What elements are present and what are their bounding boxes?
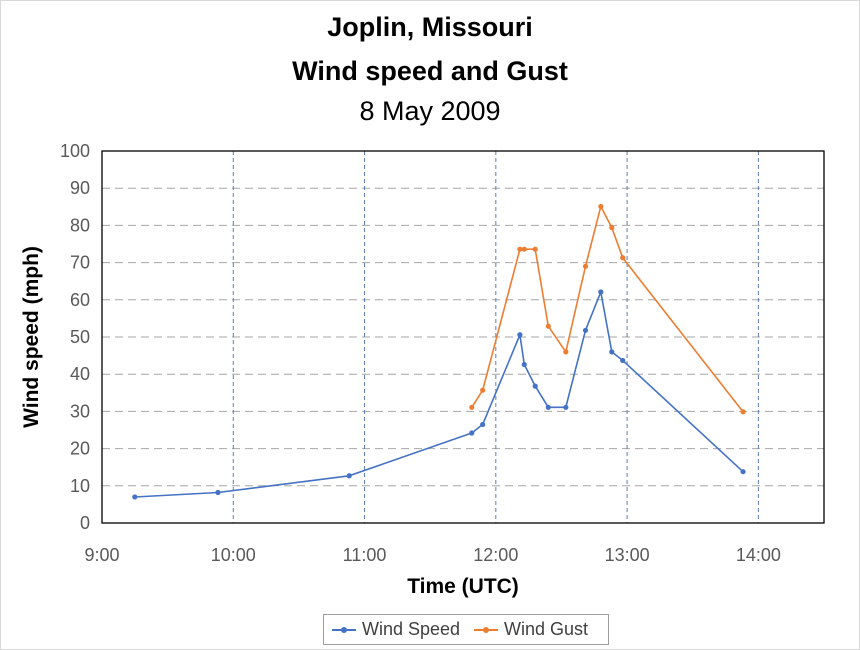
x-tick-label: 9:00 (84, 545, 119, 565)
y-tick-label: 100 (60, 141, 90, 161)
series-line-wind-speed (134, 291, 744, 498)
plot-area-border (101, 150, 825, 524)
legend-marker-wind-gust (483, 627, 489, 633)
y-tick-label: 30 (70, 401, 90, 421)
data-point-wind-gust (598, 203, 604, 210)
data-point-wind-speed (480, 421, 486, 428)
y-tick-label: 40 (70, 364, 90, 384)
series-line-wind-gust (471, 205, 744, 413)
data-point-wind-speed (346, 473, 352, 479)
data-point-wind-speed (598, 289, 604, 295)
y-tick-label: 10 (70, 476, 90, 496)
data-point-wind-speed (532, 383, 538, 389)
y-tick-label: 80 (70, 215, 90, 235)
x-tick-label: 10:00 (211, 545, 256, 565)
y-tick-label: 90 (70, 178, 90, 198)
legend-label-wind-speed: Wind Speed (362, 619, 461, 639)
data-point-wind-speed (582, 327, 589, 333)
y-tick-label: 50 (70, 327, 90, 347)
data-point-wind-gust (582, 263, 589, 269)
y-tick-label: 60 (70, 290, 90, 310)
x-axis-title: Time (UTC) (407, 575, 519, 598)
chart-title: Joplin, Missouri (327, 12, 533, 42)
data-point-wind-gust (620, 255, 626, 261)
data-point-wind-speed (469, 430, 475, 436)
legend-label-wind-gust: Wind Gust (504, 619, 589, 639)
chart-legend: Wind Speed Wind Gust (323, 614, 609, 645)
gridlines (102, 151, 824, 523)
data-point-wind-gust (469, 404, 475, 410)
data-point-wind-gust (609, 225, 615, 231)
data-point-wind-speed (132, 494, 138, 500)
chart-subtitle: Wind speed and Gust (292, 56, 568, 86)
data-point-wind-speed (545, 404, 551, 410)
data-point-wind-gust (517, 246, 523, 252)
series-lines (132, 203, 746, 500)
data-point-wind-speed (609, 349, 615, 355)
data-point-wind-speed (740, 469, 746, 475)
data-point-wind-gust (740, 409, 746, 415)
data-point-wind-speed (215, 489, 221, 496)
x-tick-label: 14:00 (736, 545, 781, 565)
data-point-wind-gust (521, 246, 527, 252)
y-tick-label: 70 (70, 253, 90, 273)
legend-marker-wind-speed (341, 627, 347, 633)
data-point-wind-gust (563, 349, 569, 355)
y-tick-label: 0 (80, 513, 90, 533)
chart-date: 8 May 2009 (359, 96, 501, 126)
x-tick-label: 12:00 (473, 545, 518, 565)
tick-labels: 0 10 20 30 40 50 60 70 80 90 100 9:00 10:00 11:00 12:0… (60, 141, 781, 565)
y-tick-label: 20 (70, 439, 90, 459)
x-tick-label: 13:00 (605, 545, 650, 565)
data-point-wind-speed (620, 357, 626, 364)
data-point-wind-speed (563, 404, 569, 410)
x-tick-label: 11:00 (343, 545, 387, 565)
data-point-wind-speed (521, 361, 527, 368)
data-point-wind-gust (545, 323, 551, 329)
data-point-wind-gust (532, 246, 538, 252)
y-axis-title: Wind speed (mph) (20, 246, 43, 428)
data-point-wind-speed (517, 332, 523, 338)
data-point-wind-gust (480, 387, 486, 393)
